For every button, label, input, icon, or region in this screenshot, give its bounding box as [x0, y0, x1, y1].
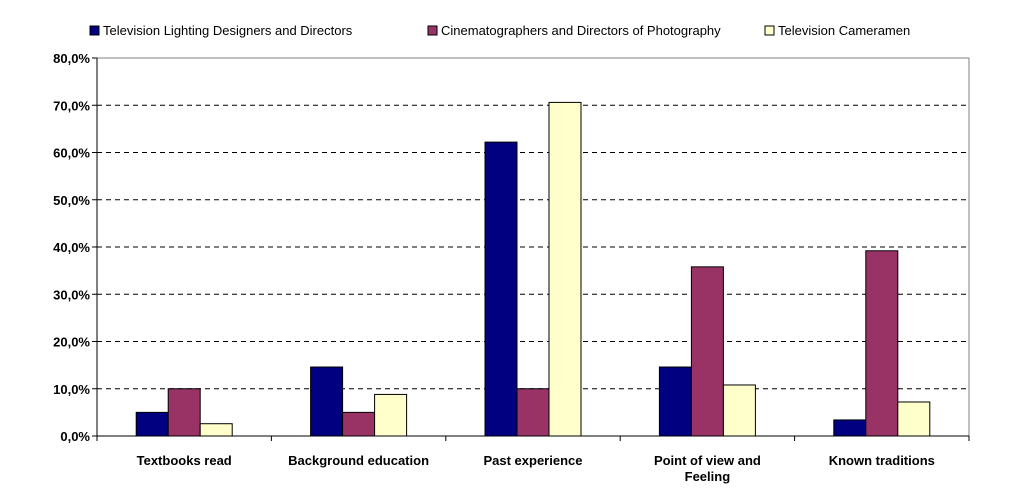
bar-series2-cat2	[548, 101, 582, 437]
x-tick-label: Past experience	[483, 453, 582, 468]
legend-label-1: Cinematographers and Directors of Photog…	[441, 23, 721, 38]
legend-label-2: Television Cameramen	[778, 23, 910, 38]
x-axis: Textbooks read Background education Past e…	[96, 435, 970, 484]
bar-series0-cat0	[135, 411, 169, 437]
y-tick-label: 50,0%	[53, 193, 90, 208]
x-tick-label: Point of view and	[654, 453, 761, 468]
y-tick-label: 80,0%	[53, 51, 90, 66]
gridlines	[97, 57, 969, 390]
bar-series2-cat4	[897, 401, 931, 437]
y-tick-label: 0,0%	[60, 429, 90, 444]
bar-series2-cat0	[199, 423, 233, 437]
y-tick-label: 60,0%	[53, 146, 90, 161]
y-tick-label: 70,0%	[53, 98, 90, 113]
bar-series0-cat1	[310, 366, 344, 437]
legend-swatch-0	[89, 25, 100, 36]
bar-series1-cat2	[516, 388, 550, 437]
legend-swatch-1	[427, 25, 438, 36]
y-tick-label: 20,0%	[53, 335, 90, 350]
bar-series1-cat3	[690, 266, 724, 437]
x-tick-label: Textbooks read	[137, 453, 232, 468]
legend-label-0: Television Lighting Designers and Direct…	[103, 23, 353, 38]
bar-series2-cat1	[374, 393, 408, 437]
bar-series0-cat3	[658, 366, 692, 437]
bar-series2-cat3	[722, 384, 756, 437]
legend-swatch-2	[764, 25, 775, 36]
bar-series1-cat4	[865, 250, 899, 437]
x-tick-label: Background education	[288, 453, 429, 468]
x-tick-label: Feeling	[685, 469, 731, 484]
bar-series0-cat4	[833, 419, 867, 437]
bar-series1-cat1	[342, 411, 376, 437]
bar-series1-cat0	[167, 388, 201, 437]
bar-series0-cat2	[484, 141, 518, 437]
y-tick-label: 30,0%	[53, 287, 90, 302]
legend: Television Lighting Designers and Direct…	[89, 23, 910, 38]
x-tick-label: Known traditions	[829, 453, 935, 468]
y-tick-label: 40,0%	[53, 240, 90, 255]
y-tick-label: 10,0%	[53, 382, 90, 397]
y-axis: 0,0% 10,0% 20,0% 30,0% 40,0% 50,0% 60,0% 70,0% 8…	[53, 51, 98, 444]
